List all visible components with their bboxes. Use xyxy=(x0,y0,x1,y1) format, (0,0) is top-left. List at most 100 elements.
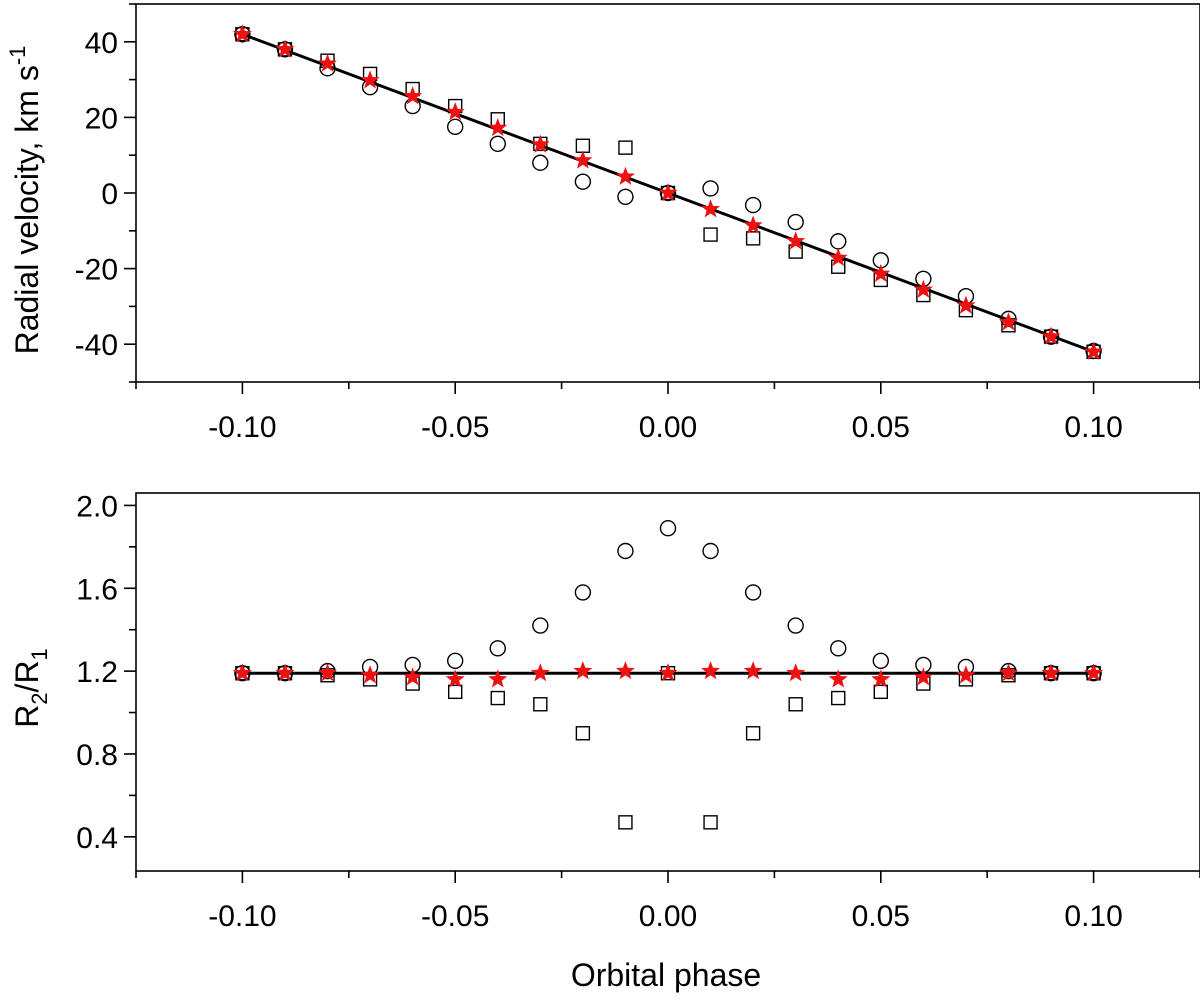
top-star-point xyxy=(871,263,891,282)
top-x-tick-label: 0.05 xyxy=(852,411,910,444)
bottom-star-point xyxy=(998,663,1018,682)
top-x-tick-label: 0.10 xyxy=(1064,411,1122,444)
bottom-star-point xyxy=(360,665,380,684)
x-axis-title: Orbital phase xyxy=(571,957,761,993)
top-square-point xyxy=(575,138,591,153)
top-star-point xyxy=(998,312,1018,331)
bottom-y-tick-label: 2.0 xyxy=(76,490,118,523)
top-square-point xyxy=(703,227,718,242)
top-square-point xyxy=(745,231,761,246)
top-star-point xyxy=(828,248,848,267)
bottom-circle-point xyxy=(447,652,464,669)
bottom-square-point xyxy=(448,684,463,700)
top-star-point xyxy=(1084,341,1104,360)
bottom-star-point xyxy=(318,663,338,682)
top-star-point xyxy=(786,231,806,250)
top-y-axis-title-main: Radial velocity, km s xyxy=(9,65,45,354)
bottom-x-tick-label: 0.00 xyxy=(639,900,697,933)
bottom-circle-point xyxy=(659,520,677,537)
top-star-point xyxy=(1041,326,1061,345)
top-y-axis-title: Radial velocity, km s-1 xyxy=(5,46,45,355)
top-star-point xyxy=(530,134,550,153)
top-circle-point xyxy=(489,135,506,153)
bottom-circle-point xyxy=(744,584,762,601)
bottom-y-tick-label: 0.8 xyxy=(76,739,118,772)
bottom-square-point xyxy=(490,690,505,706)
bottom-circle-point xyxy=(872,652,889,669)
top-star-point xyxy=(232,24,252,43)
bottom-star-point xyxy=(488,669,508,688)
top-y-tick-label: -40 xyxy=(75,329,118,362)
top-circle-point xyxy=(532,154,549,171)
bottom-y-axis-title-sub-1: 1 xyxy=(27,648,52,660)
bottom-x-tick-label: -0.05 xyxy=(421,900,489,933)
top-star-point xyxy=(488,117,508,137)
bottom-star-point xyxy=(956,665,976,684)
bottom-plot-frame xyxy=(135,492,1200,872)
bottom-circle-point xyxy=(532,617,549,634)
radius-ratio-panel: -0.10 -0.05 0.00 0.05 0.10 0.4 0.8 1.2 1.6 2.0 xyxy=(76,490,1200,933)
bottom-square-point xyxy=(745,726,761,741)
bottom-y-axis-title-sub-2: 2 xyxy=(27,692,52,704)
top-y-tick-label: 40 xyxy=(85,27,118,60)
bottom-star-point xyxy=(403,667,423,686)
bottom-x-tick-label: -0.10 xyxy=(208,900,276,933)
bottom-y-axis-title-r: R xyxy=(9,705,45,728)
bottom-star-point xyxy=(871,669,891,688)
top-star-point xyxy=(275,39,295,58)
bottom-square-point xyxy=(575,726,591,741)
top-x-tick-label: -0.05 xyxy=(421,411,489,444)
bottom-y-tick-label: 1.6 xyxy=(76,573,118,606)
top-star-point xyxy=(445,102,465,121)
top-x-tick-label: 0.00 xyxy=(639,411,697,444)
top-circle-point xyxy=(574,173,592,190)
bottom-star-point xyxy=(1084,663,1104,682)
bottom-star-point xyxy=(573,661,593,680)
bottom-star-point xyxy=(275,663,295,682)
bottom-circle-point xyxy=(617,542,634,560)
bottom-star-point xyxy=(615,661,635,680)
top-star-point xyxy=(743,215,763,234)
bottom-square-point xyxy=(618,815,633,830)
bottom-star-point xyxy=(743,661,763,680)
top-y-tick-label: 0 xyxy=(101,178,118,211)
top-star-point xyxy=(913,279,933,298)
top-circle-point xyxy=(702,180,719,197)
top-star-point xyxy=(956,295,976,314)
bottom-y-axis-title-slash-r: /R xyxy=(9,660,45,692)
bottom-circle-point xyxy=(489,640,506,657)
top-y-axis-title-superscript: -1 xyxy=(5,46,30,66)
bottom-star-point xyxy=(786,663,806,682)
top-circle-point xyxy=(744,196,762,214)
bottom-star-point xyxy=(913,667,933,686)
top-square-point xyxy=(618,140,633,155)
top-star-point xyxy=(403,86,423,105)
bottom-circle-point xyxy=(787,617,804,634)
bottom-star-point xyxy=(828,669,848,688)
bottom-square-point xyxy=(831,690,846,706)
bottom-circle-point xyxy=(574,584,592,601)
top-x-tick-label: -0.10 xyxy=(208,411,276,444)
bottom-square-point xyxy=(533,697,548,712)
top-y-tick-label: -20 xyxy=(75,254,118,287)
top-star-point xyxy=(318,53,338,72)
bottom-square-point xyxy=(703,815,718,830)
bottom-x-tick-label: 0.05 xyxy=(852,900,910,933)
bottom-y-tick-label: 1.2 xyxy=(76,656,118,689)
top-y-tick-label: 20 xyxy=(85,102,118,135)
top-star-point xyxy=(658,183,678,202)
top-star-point xyxy=(360,70,380,89)
bottom-star-point xyxy=(530,663,550,682)
top-circle-point xyxy=(787,213,804,231)
top-circle-point xyxy=(404,97,421,115)
bottom-square-point xyxy=(873,684,888,700)
top-circle-point xyxy=(830,233,847,250)
bottom-star-point xyxy=(701,661,721,680)
top-star-point xyxy=(615,166,635,185)
top-star-point xyxy=(701,199,721,218)
bottom-star-point xyxy=(445,669,465,688)
bottom-y-axis-title: R2/R1 xyxy=(9,648,52,728)
bottom-y-tick-label: 0.4 xyxy=(76,822,118,855)
bottom-square-point xyxy=(788,697,803,712)
